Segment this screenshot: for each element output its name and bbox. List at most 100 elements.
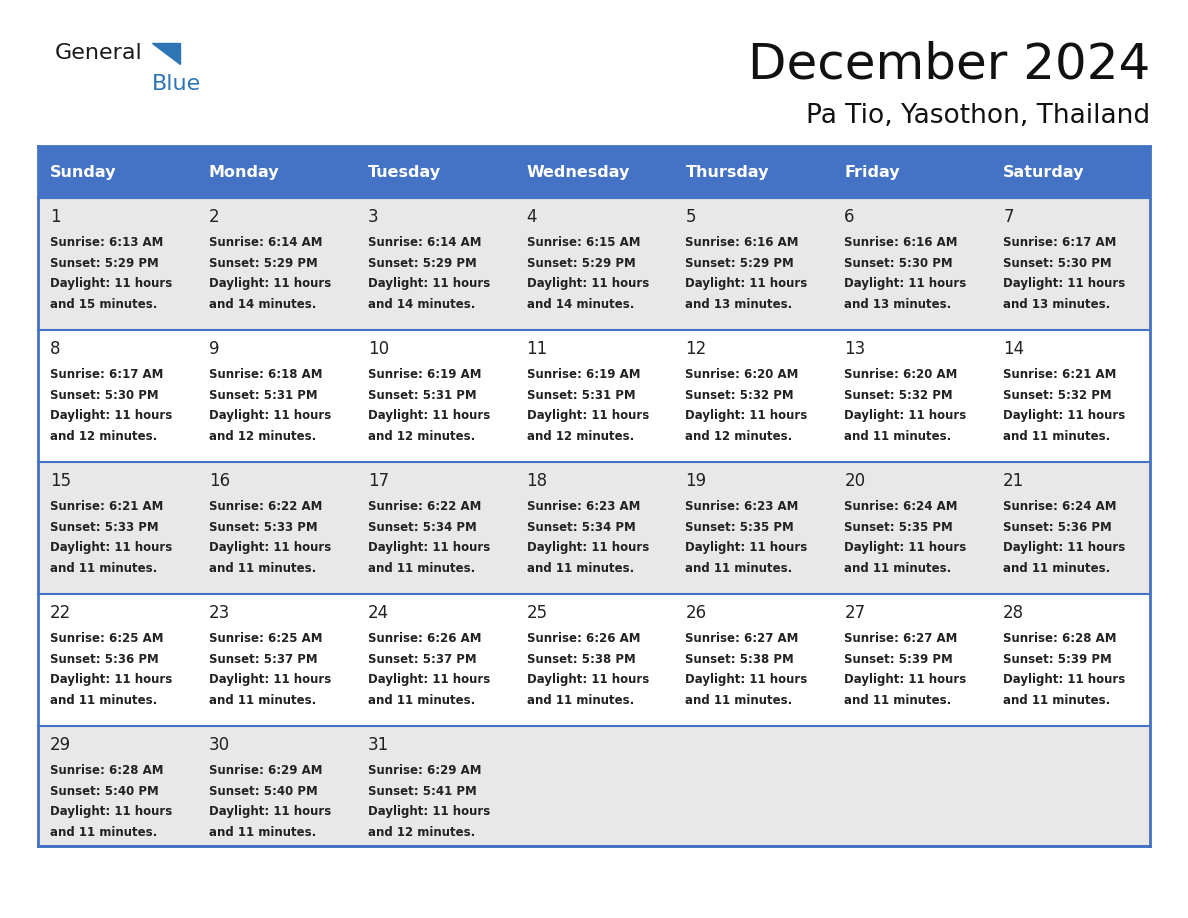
Text: Sunset: 5:40 PM: Sunset: 5:40 PM (50, 785, 159, 798)
Text: and 11 minutes.: and 11 minutes. (209, 562, 316, 575)
Text: Sunrise: 6:27 AM: Sunrise: 6:27 AM (685, 632, 798, 645)
Text: General: General (55, 43, 143, 63)
Text: 20: 20 (845, 472, 865, 490)
Text: Sunrise: 6:28 AM: Sunrise: 6:28 AM (1003, 632, 1117, 645)
Text: Sunrise: 6:13 AM: Sunrise: 6:13 AM (50, 236, 164, 249)
Text: Sunset: 5:39 PM: Sunset: 5:39 PM (845, 653, 953, 666)
Text: and 11 minutes.: and 11 minutes. (526, 693, 634, 707)
Text: 7: 7 (1003, 208, 1013, 226)
Text: Sunrise: 6:16 AM: Sunrise: 6:16 AM (845, 236, 958, 249)
Text: Sunset: 5:38 PM: Sunset: 5:38 PM (685, 653, 795, 666)
Text: Sunrise: 6:27 AM: Sunrise: 6:27 AM (845, 632, 958, 645)
Text: Sunset: 5:36 PM: Sunset: 5:36 PM (1003, 521, 1112, 533)
Text: and 13 minutes.: and 13 minutes. (1003, 297, 1111, 310)
Text: Sunset: 5:35 PM: Sunset: 5:35 PM (845, 521, 953, 533)
Text: Daylight: 11 hours: Daylight: 11 hours (845, 409, 967, 422)
Text: Sunset: 5:35 PM: Sunset: 5:35 PM (685, 521, 795, 533)
Text: Sunrise: 6:25 AM: Sunrise: 6:25 AM (209, 632, 322, 645)
Text: Daylight: 11 hours: Daylight: 11 hours (50, 277, 172, 290)
Text: Sunset: 5:29 PM: Sunset: 5:29 PM (209, 256, 317, 270)
Text: Sunset: 5:39 PM: Sunset: 5:39 PM (1003, 653, 1112, 666)
Text: and 11 minutes.: and 11 minutes. (50, 562, 157, 575)
Text: Wednesday: Wednesday (526, 164, 630, 180)
Text: 21: 21 (1003, 472, 1024, 490)
Text: 28: 28 (1003, 604, 1024, 622)
Text: and 12 minutes.: and 12 minutes. (526, 430, 634, 442)
Text: Sunset: 5:34 PM: Sunset: 5:34 PM (368, 521, 476, 533)
Text: Daylight: 11 hours: Daylight: 11 hours (685, 673, 808, 686)
Text: Friday: Friday (845, 164, 901, 180)
Text: and 15 minutes.: and 15 minutes. (50, 297, 157, 310)
Text: 5: 5 (685, 208, 696, 226)
Text: Sunset: 5:32 PM: Sunset: 5:32 PM (685, 388, 794, 401)
Text: 27: 27 (845, 604, 865, 622)
Text: Sunrise: 6:15 AM: Sunrise: 6:15 AM (526, 236, 640, 249)
Text: 18: 18 (526, 472, 548, 490)
Polygon shape (152, 43, 181, 64)
Text: and 11 minutes.: and 11 minutes. (1003, 693, 1111, 707)
Text: 30: 30 (209, 736, 230, 754)
Text: Daylight: 11 hours: Daylight: 11 hours (526, 409, 649, 422)
Text: and 12 minutes.: and 12 minutes. (685, 430, 792, 442)
Text: 15: 15 (50, 472, 71, 490)
Text: 17: 17 (368, 472, 388, 490)
Text: Sunset: 5:29 PM: Sunset: 5:29 PM (526, 256, 636, 270)
Text: Pa Tio, Yasothon, Thailand: Pa Tio, Yasothon, Thailand (805, 103, 1150, 129)
Text: Daylight: 11 hours: Daylight: 11 hours (368, 409, 489, 422)
Text: Sunrise: 6:23 AM: Sunrise: 6:23 AM (526, 500, 640, 513)
Text: Daylight: 11 hours: Daylight: 11 hours (50, 409, 172, 422)
Text: 19: 19 (685, 472, 707, 490)
Text: and 11 minutes.: and 11 minutes. (526, 562, 634, 575)
Text: Sunrise: 6:23 AM: Sunrise: 6:23 AM (685, 500, 798, 513)
Text: Sunrise: 6:20 AM: Sunrise: 6:20 AM (845, 368, 958, 381)
Text: Sunrise: 6:24 AM: Sunrise: 6:24 AM (845, 500, 958, 513)
Text: Sunrise: 6:22 AM: Sunrise: 6:22 AM (368, 500, 481, 513)
Text: and 13 minutes.: and 13 minutes. (845, 297, 952, 310)
Text: Sunset: 5:29 PM: Sunset: 5:29 PM (50, 256, 159, 270)
Text: and 14 minutes.: and 14 minutes. (368, 297, 475, 310)
Text: Saturday: Saturday (1003, 164, 1085, 180)
Text: Daylight: 11 hours: Daylight: 11 hours (209, 805, 331, 818)
Text: 29: 29 (50, 736, 71, 754)
Text: Daylight: 11 hours: Daylight: 11 hours (209, 673, 331, 686)
Bar (38, 594, 1150, 726)
Text: and 11 minutes.: and 11 minutes. (368, 562, 475, 575)
Text: and 11 minutes.: and 11 minutes. (685, 693, 792, 707)
Text: Sunrise: 6:29 AM: Sunrise: 6:29 AM (209, 764, 322, 777)
Text: Sunset: 5:31 PM: Sunset: 5:31 PM (209, 388, 317, 401)
Text: 22: 22 (50, 604, 71, 622)
Text: Daylight: 11 hours: Daylight: 11 hours (209, 409, 331, 422)
Text: Sunrise: 6:17 AM: Sunrise: 6:17 AM (1003, 236, 1117, 249)
Text: Sunset: 5:34 PM: Sunset: 5:34 PM (526, 521, 636, 533)
Text: Sunrise: 6:20 AM: Sunrise: 6:20 AM (685, 368, 798, 381)
Text: Sunset: 5:30 PM: Sunset: 5:30 PM (50, 388, 159, 401)
Text: Sunrise: 6:16 AM: Sunrise: 6:16 AM (685, 236, 798, 249)
Text: 31: 31 (368, 736, 388, 754)
Text: and 14 minutes.: and 14 minutes. (526, 297, 634, 310)
Text: and 13 minutes.: and 13 minutes. (685, 297, 792, 310)
Text: Sunrise: 6:19 AM: Sunrise: 6:19 AM (526, 368, 640, 381)
Text: and 14 minutes.: and 14 minutes. (209, 297, 316, 310)
Text: Sunrise: 6:28 AM: Sunrise: 6:28 AM (50, 764, 164, 777)
Text: Daylight: 11 hours: Daylight: 11 hours (845, 541, 967, 554)
Text: Daylight: 11 hours: Daylight: 11 hours (209, 541, 331, 554)
Text: Daylight: 11 hours: Daylight: 11 hours (50, 673, 172, 686)
Text: and 12 minutes.: and 12 minutes. (368, 430, 475, 442)
Text: and 12 minutes.: and 12 minutes. (50, 430, 157, 442)
Text: Daylight: 11 hours: Daylight: 11 hours (685, 409, 808, 422)
Text: Daylight: 11 hours: Daylight: 11 hours (368, 541, 489, 554)
Text: 25: 25 (526, 604, 548, 622)
Text: 6: 6 (845, 208, 855, 226)
Text: and 11 minutes.: and 11 minutes. (685, 562, 792, 575)
Text: Daylight: 11 hours: Daylight: 11 hours (368, 673, 489, 686)
Text: 13: 13 (845, 340, 866, 358)
Text: Daylight: 11 hours: Daylight: 11 hours (845, 673, 967, 686)
Text: and 12 minutes.: and 12 minutes. (368, 825, 475, 838)
Text: and 11 minutes.: and 11 minutes. (845, 562, 952, 575)
Text: Sunset: 5:31 PM: Sunset: 5:31 PM (526, 388, 636, 401)
Bar (38, 726, 1150, 846)
Text: Daylight: 11 hours: Daylight: 11 hours (845, 277, 967, 290)
Text: Daylight: 11 hours: Daylight: 11 hours (685, 277, 808, 290)
Text: 26: 26 (685, 604, 707, 622)
Text: Daylight: 11 hours: Daylight: 11 hours (1003, 409, 1125, 422)
